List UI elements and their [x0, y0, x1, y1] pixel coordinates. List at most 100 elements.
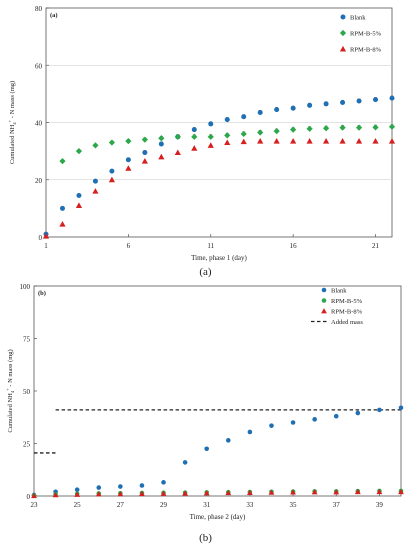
point-rpm5 [306, 125, 313, 132]
x-tick-label: 39 [376, 501, 384, 509]
x-tick-label: 31 [203, 501, 211, 509]
point-blank [59, 205, 65, 211]
point-blank [290, 420, 296, 425]
point-rpm5 [92, 142, 99, 149]
point-rpm8 [125, 165, 132, 171]
point-rpm8 [42, 233, 50, 239]
x-tick-label: 33 [246, 501, 254, 509]
point-rpm8 [398, 488, 404, 495]
point-rpm8 [257, 138, 264, 144]
x-tick-label: 6 [127, 242, 131, 250]
panel-tag: (a) [50, 12, 58, 19]
point-rpm8 [388, 138, 396, 144]
point-rpm8 [31, 492, 37, 499]
point-blank [398, 405, 404, 411]
legend-marker-rpm5 [321, 298, 327, 303]
legend-label-blank: Blank [350, 15, 366, 22]
point-rpm8 [322, 138, 330, 144]
point-blank [340, 99, 346, 105]
point-rpm8 [290, 138, 297, 144]
x-tick-label: 16 [290, 242, 298, 250]
panel-tag: (b) [38, 290, 46, 297]
point-rpm8 [354, 488, 361, 495]
point-rpm8 [191, 145, 198, 151]
point-rpm8 [306, 138, 313, 144]
y-tick-label: 100 [20, 283, 31, 291]
point-rpm5 [191, 133, 198, 140]
point-rpm8 [273, 138, 280, 144]
point-rpm8 [74, 491, 81, 497]
x-axis-label: Time, phase 2 (day) [190, 513, 246, 521]
point-rpm5 [339, 124, 346, 131]
point-blank [224, 117, 230, 123]
legend-label-rpm5: RPM-B-5% [350, 31, 382, 38]
point-rpm8 [141, 158, 148, 164]
legend-marker-blank [340, 14, 346, 20]
legend-marker-rpm8 [321, 308, 327, 314]
point-rpm8 [240, 138, 247, 145]
y-tick-label: 40 [35, 120, 43, 128]
point-rpm8 [158, 153, 165, 160]
point-blank [290, 105, 296, 111]
x-tick-label: 37 [333, 501, 341, 509]
point-blank [355, 410, 361, 416]
point-blank [76, 192, 82, 198]
point-rpm5 [240, 130, 247, 138]
point-rpm5 [141, 136, 148, 143]
point-rpm8 [52, 492, 59, 498]
legend-marker-rpm8 [339, 45, 347, 52]
y-tick-label: 0 [27, 493, 31, 501]
point-blank [204, 446, 210, 452]
point-rpm8 [372, 138, 379, 144]
point-rpm5 [75, 148, 83, 155]
point-rpm5 [174, 133, 181, 140]
x-tick-label: 27 [117, 501, 125, 509]
point-rpm5 [224, 132, 231, 139]
point-blank [109, 168, 115, 174]
point-rpm8 [203, 490, 210, 496]
point-rpm8 [290, 489, 296, 495]
point-rpm5 [125, 138, 132, 145]
legend-label-added-mass: Added mass [331, 319, 363, 326]
point-blank [92, 178, 98, 184]
point-rpm5 [108, 139, 116, 146]
point-rpm8 [311, 489, 318, 495]
point-blank [257, 109, 263, 115]
caption-a: (a) [199, 266, 212, 278]
point-rpm5 [158, 135, 165, 142]
point-blank [208, 121, 214, 127]
point-rpm8 [207, 142, 214, 148]
point-rpm8 [246, 489, 253, 495]
point-blank [74, 487, 80, 492]
point-blank [161, 480, 166, 485]
point-blank [269, 423, 274, 428]
x-tick-label: 35 [290, 501, 298, 509]
point-blank [142, 150, 148, 156]
point-rpm8 [355, 138, 363, 144]
y-tick-label: 60 [35, 62, 43, 70]
x-tick-label: 1 [44, 242, 48, 250]
y-tick-label: 50 [23, 388, 31, 396]
point-blank [389, 95, 395, 101]
point-blank [274, 107, 280, 113]
y-tick-label: 25 [23, 441, 31, 449]
point-blank [373, 97, 379, 103]
x-tick-label: 29 [160, 501, 168, 509]
point-blank [225, 438, 231, 443]
point-blank [307, 102, 313, 108]
y-tick-label: 80 [35, 5, 43, 13]
legend-marker-rpm5 [339, 29, 347, 37]
point-rpm8 [117, 491, 124, 497]
point-rpm5 [388, 123, 396, 130]
x-axis-label: Time, phase 1 (day) [191, 254, 247, 262]
point-rpm8 [224, 139, 231, 146]
y-tick-label: 20 [35, 177, 43, 185]
point-blank [312, 417, 317, 422]
point-rpm8 [139, 490, 145, 497]
x-tick-label: 21 [372, 242, 380, 250]
point-rpm5 [207, 133, 214, 140]
point-rpm5 [273, 127, 280, 135]
y-axis-label: Cumulated NH4+ - N mass (mg) [7, 81, 17, 164]
point-rpm8 [376, 488, 383, 495]
